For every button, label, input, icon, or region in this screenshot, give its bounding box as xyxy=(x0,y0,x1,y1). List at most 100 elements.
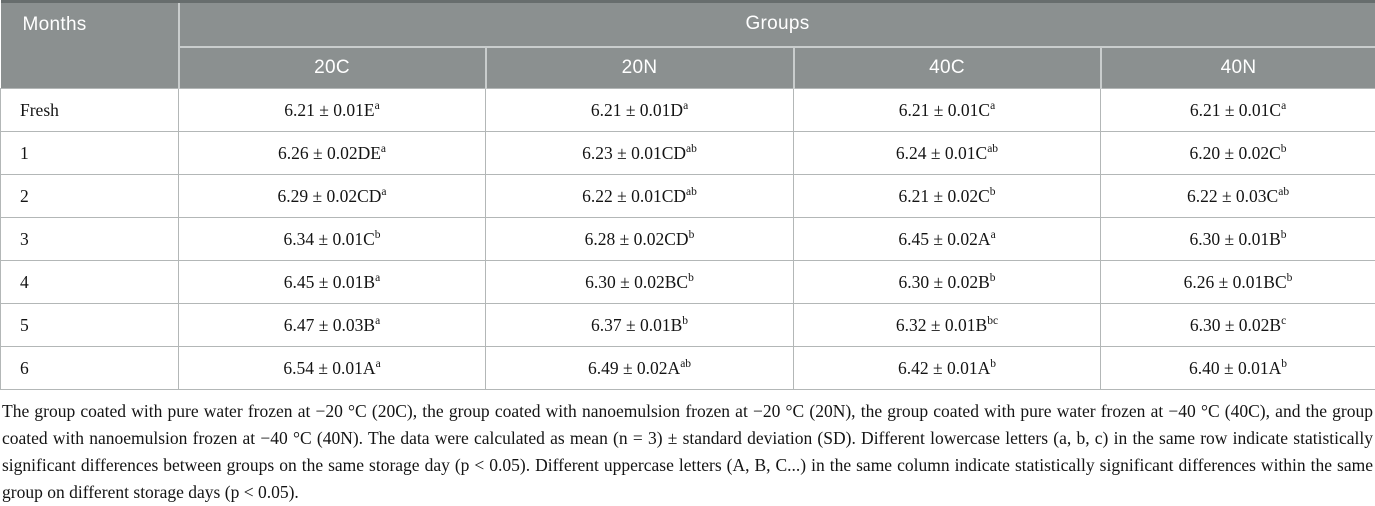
value-text: 6.30 ± 0.02B xyxy=(898,272,989,292)
value-cell: 6.40 ± 0.01Ab xyxy=(1101,347,1375,390)
significance-superscript: a xyxy=(991,229,996,241)
significance-superscript: b xyxy=(688,272,694,284)
significance-superscript: a xyxy=(375,272,380,284)
value-text: 6.26 ± 0.01BC xyxy=(1184,272,1287,292)
value-text: 6.29 ± 0.02CD xyxy=(277,186,381,206)
significance-superscript: b xyxy=(682,315,688,327)
significance-superscript: a xyxy=(1281,100,1286,112)
value-cell: 6.49 ± 0.02Aab xyxy=(486,347,794,390)
months-column-header: Months xyxy=(1,2,179,89)
significance-superscript: ab xyxy=(686,186,697,198)
value-text: 6.34 ± 0.01C xyxy=(283,229,374,249)
significance-superscript: a xyxy=(381,186,386,198)
groups-column-header: Groups xyxy=(179,2,1375,47)
value-cell: 6.21 ± 0.01Ca xyxy=(794,89,1101,132)
value-cell: 6.37 ± 0.01Bb xyxy=(486,304,794,347)
significance-superscript: b xyxy=(1281,358,1287,370)
value-cell: 6.24 ± 0.01Cab xyxy=(794,132,1101,175)
significance-superscript: ab xyxy=(686,143,697,155)
value-text: 6.21 ± 0.01C xyxy=(1190,100,1281,120)
column-header-20n: 20N xyxy=(486,47,794,89)
significance-superscript: b xyxy=(689,229,695,241)
value-cell: 6.30 ± 0.02BCb xyxy=(486,261,794,304)
significance-superscript: ab xyxy=(680,358,691,370)
value-cell: 6.47 ± 0.03Ba xyxy=(179,304,486,347)
significance-superscript: b xyxy=(990,272,996,284)
value-text: 6.40 ± 0.01A xyxy=(1189,358,1281,378)
value-cell: 6.20 ± 0.02Cb xyxy=(1101,132,1375,175)
month-label: 5 xyxy=(1,304,179,347)
value-cell: 6.30 ± 0.02Bc xyxy=(1101,304,1375,347)
value-text: 6.30 ± 0.02B xyxy=(1190,315,1281,335)
value-text: 6.22 ± 0.01CD xyxy=(582,186,686,206)
value-cell: 6.26 ± 0.02DEa xyxy=(179,132,486,175)
value-cell: 6.28 ± 0.02CDb xyxy=(486,218,794,261)
value-text: 6.28 ± 0.02CD xyxy=(585,229,689,249)
value-cell: 6.32 ± 0.01Bbc xyxy=(794,304,1101,347)
value-text: 6.54 ± 0.01A xyxy=(283,358,375,378)
significance-superscript: ab xyxy=(1278,186,1289,198)
table-header: Months Groups 20C 20N 40C 40N xyxy=(1,2,1375,89)
value-cell: 6.42 ± 0.01Ab xyxy=(794,347,1101,390)
value-text: 6.30 ± 0.01B xyxy=(1190,229,1281,249)
month-label: 1 xyxy=(1,132,179,175)
value-text: 6.32 ± 0.01B xyxy=(896,315,987,335)
significance-superscript: b xyxy=(375,229,381,241)
significance-superscript: a xyxy=(990,100,995,112)
value-text: 6.24 ± 0.01C xyxy=(896,143,987,163)
value-cell: 6.45 ± 0.02Aa xyxy=(794,218,1101,261)
value-text: 6.22 ± 0.03C xyxy=(1187,186,1278,206)
value-text: 6.49 ± 0.02A xyxy=(588,358,680,378)
value-text: 6.23 ± 0.01CD xyxy=(582,143,686,163)
value-cell: 6.21 ± 0.01Ca xyxy=(1101,89,1375,132)
value-text: 6.37 ± 0.01B xyxy=(591,315,682,335)
value-cell: 6.54 ± 0.01Aa xyxy=(179,347,486,390)
header-row-groups: Months Groups xyxy=(1,2,1375,47)
value-cell: 6.21 ± 0.01Da xyxy=(486,89,794,132)
significance-superscript: ab xyxy=(987,143,998,155)
month-label: 3 xyxy=(1,218,179,261)
column-header-40n: 40N xyxy=(1101,47,1375,89)
value-cell: 6.29 ± 0.02CDa xyxy=(179,175,486,218)
month-label: 6 xyxy=(1,347,179,390)
value-text: 6.45 ± 0.01B xyxy=(284,272,375,292)
column-header-20c: 20C xyxy=(179,47,486,89)
month-label: 2 xyxy=(1,175,179,218)
month-label: Fresh xyxy=(1,89,179,132)
value-cell: 6.26 ± 0.01BCb xyxy=(1101,261,1375,304)
value-cell: 6.21 ± 0.02Cb xyxy=(794,175,1101,218)
table-footnote: The group coated with pure water frozen … xyxy=(2,398,1373,506)
value-text: 6.21 ± 0.01C xyxy=(899,100,990,120)
value-cell: 6.30 ± 0.01Bb xyxy=(1101,218,1375,261)
value-text: 6.21 ± 0.02C xyxy=(898,186,989,206)
value-cell: 6.21 ± 0.01Ea xyxy=(179,89,486,132)
significance-superscript: b xyxy=(1281,143,1287,155)
value-cell: 6.34 ± 0.01Cb xyxy=(179,218,486,261)
value-text: 6.26 ± 0.02DE xyxy=(278,143,381,163)
value-text: 6.30 ± 0.02BC xyxy=(585,272,688,292)
significance-superscript: b xyxy=(1281,229,1287,241)
value-text: 6.47 ± 0.03B xyxy=(284,315,375,335)
value-cell: 6.30 ± 0.02Bb xyxy=(794,261,1101,304)
column-header-40c: 40C xyxy=(794,47,1101,89)
month-label: 4 xyxy=(1,261,179,304)
significance-superscript: a xyxy=(375,315,380,327)
significance-superscript: c xyxy=(1281,315,1286,327)
value-text: 6.42 ± 0.01A xyxy=(898,358,990,378)
value-text: 6.45 ± 0.02A xyxy=(898,229,990,249)
significance-superscript: a xyxy=(375,100,380,112)
value-text: 6.21 ± 0.01D xyxy=(591,100,683,120)
significance-superscript: bc xyxy=(987,315,998,327)
significance-superscript: b xyxy=(1287,272,1293,284)
value-cell: 6.22 ± 0.03Cab xyxy=(1101,175,1375,218)
significance-superscript: a xyxy=(381,143,386,155)
value-cell: 6.23 ± 0.01CDab xyxy=(486,132,794,175)
significance-superscript: a xyxy=(376,358,381,370)
